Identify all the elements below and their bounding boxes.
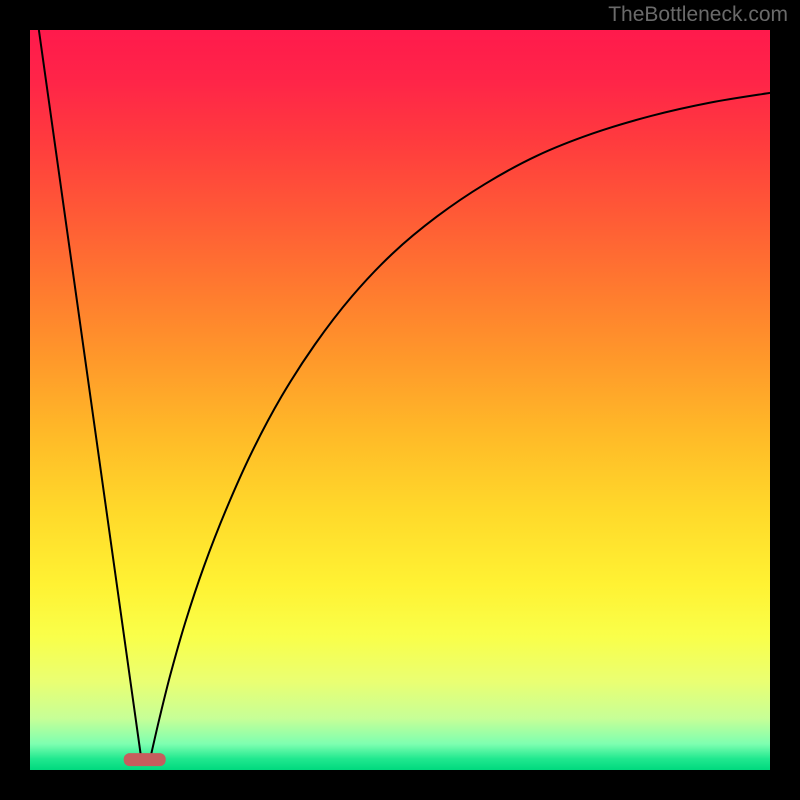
chart-curves [30,30,770,770]
watermark-text: TheBottleneck.com [608,3,788,27]
chart-container: TheBottleneck.com [0,0,800,800]
curve-left-line [39,30,141,757]
curve-right-curve [151,93,770,757]
plot-area [30,30,770,770]
minimum-marker [124,753,166,766]
